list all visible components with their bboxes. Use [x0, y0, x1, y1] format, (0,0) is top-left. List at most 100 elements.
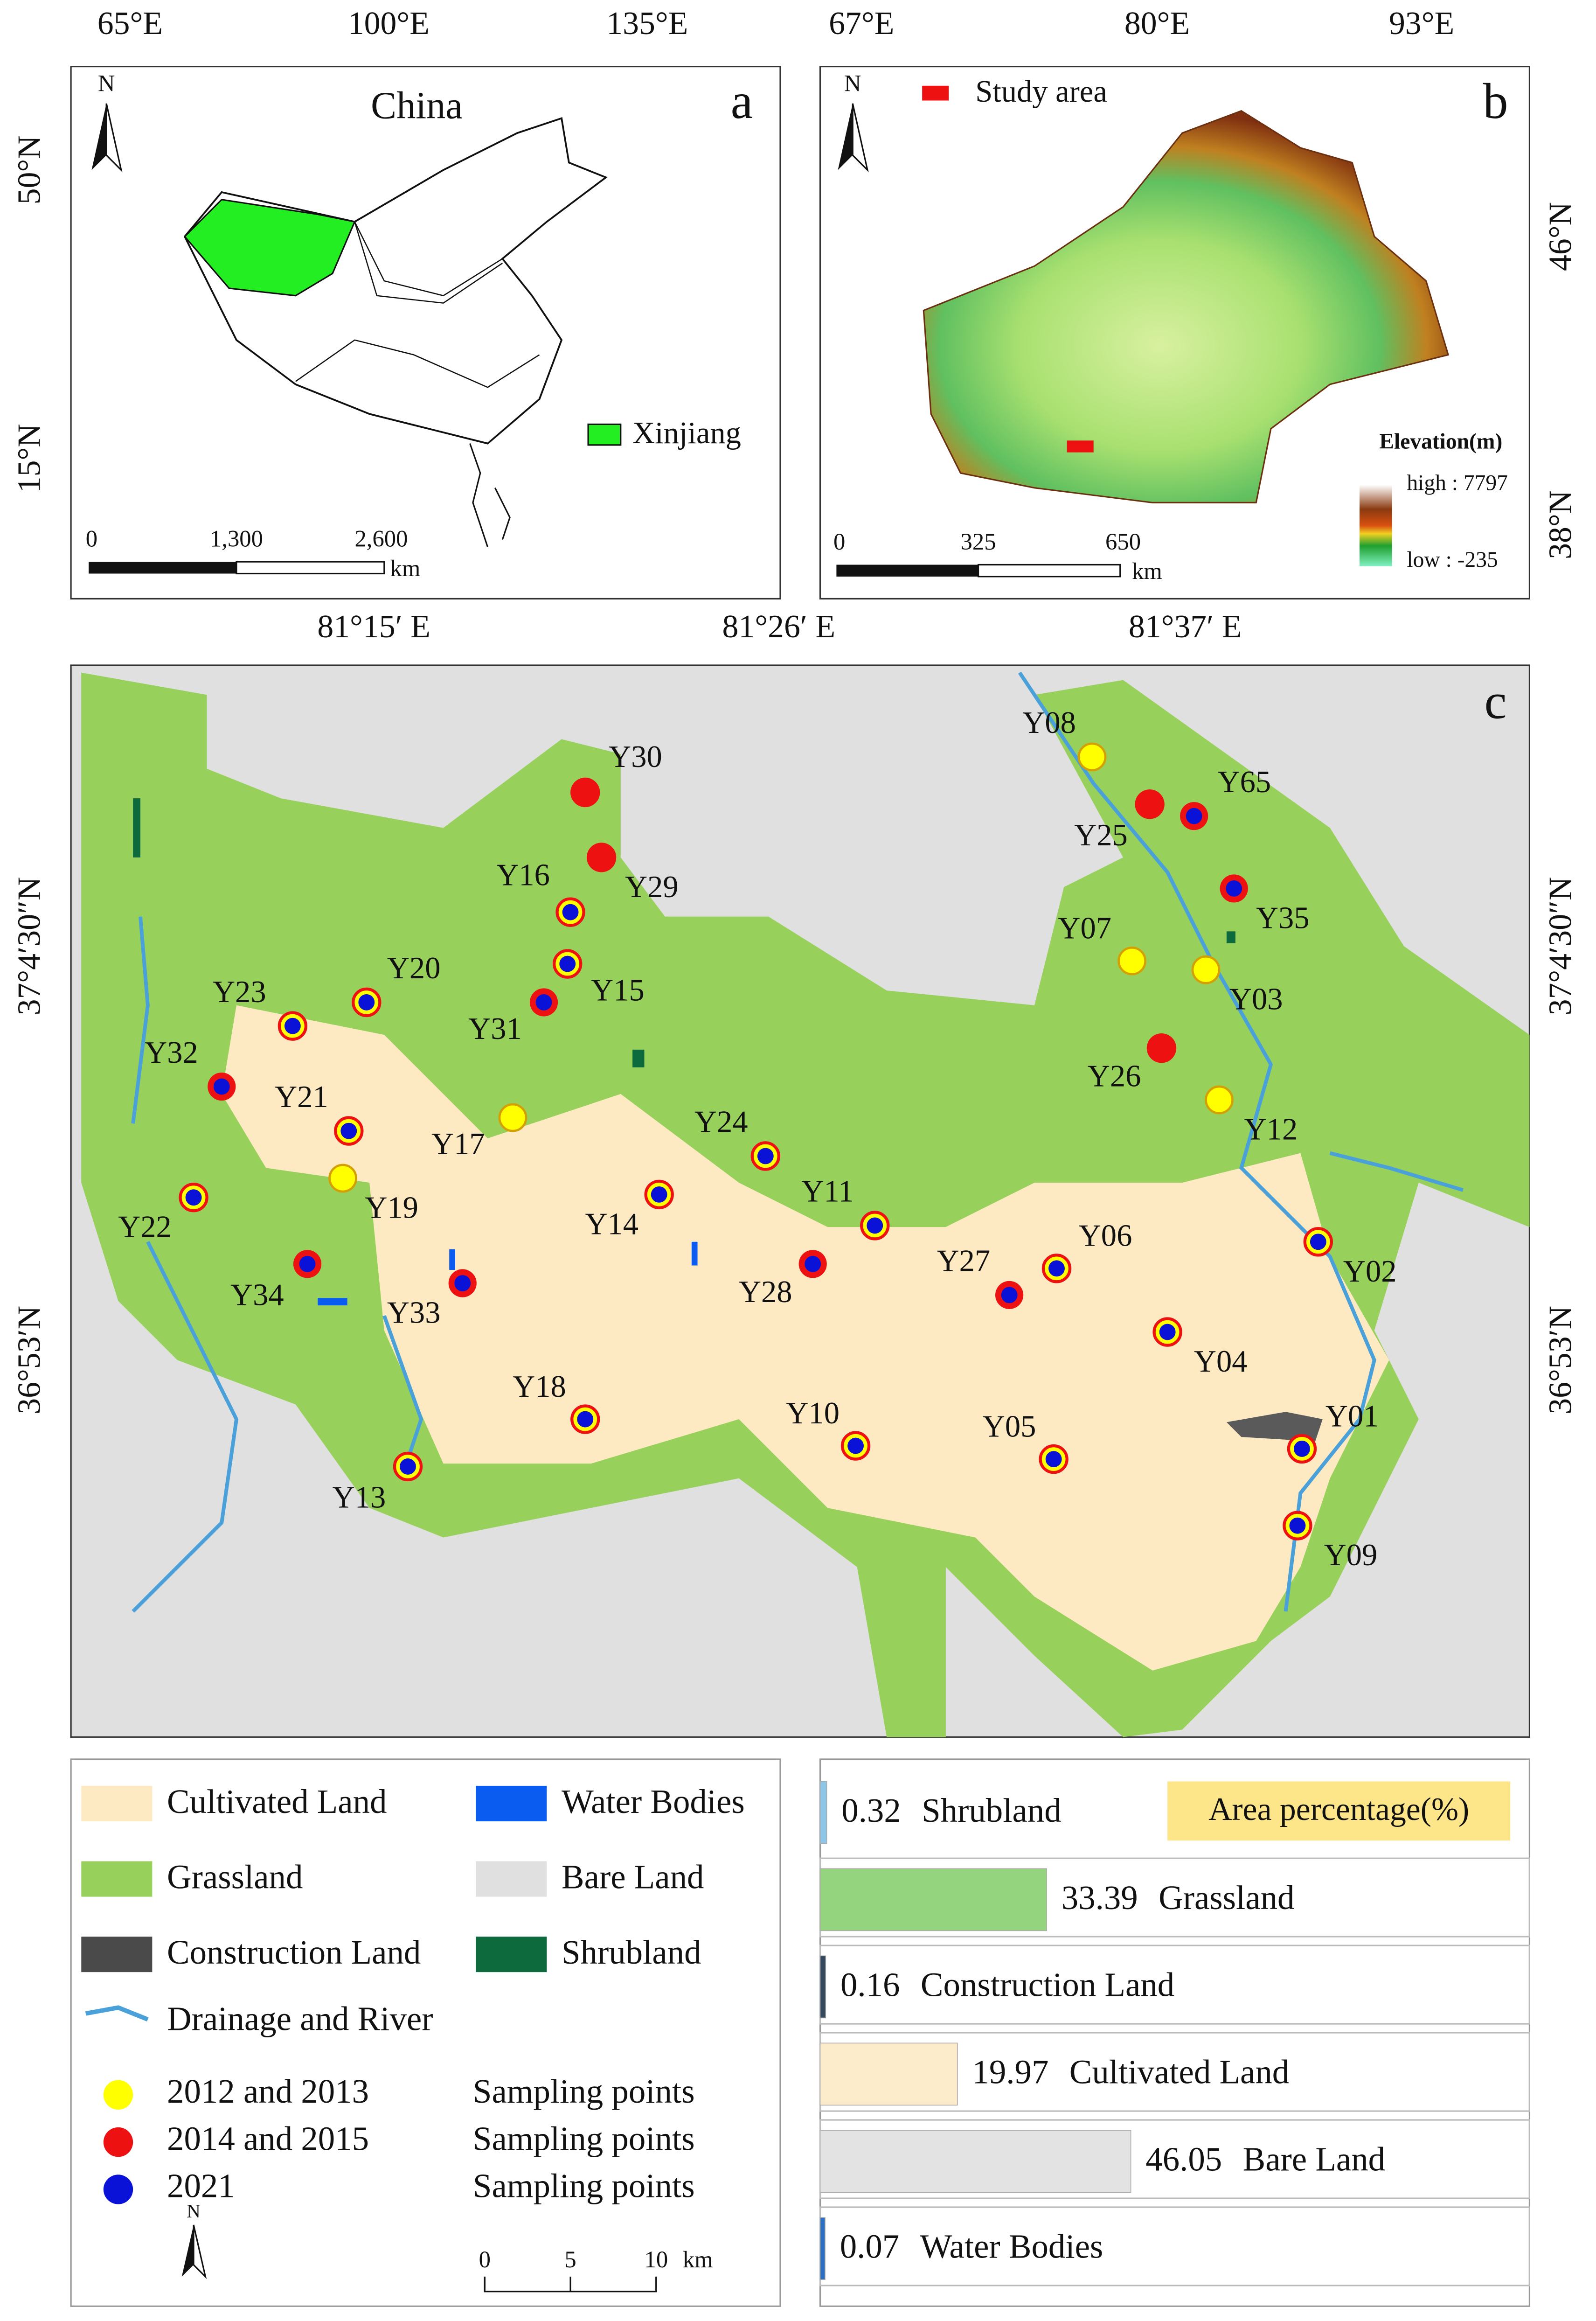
- scale-label: 650: [1105, 529, 1141, 555]
- bar-value: 0.16: [840, 1966, 900, 2004]
- point-label: Y33: [387, 1296, 441, 1330]
- point-label: Y13: [333, 1481, 386, 1515]
- province-borders: [354, 221, 503, 297]
- scale-label: 325: [961, 529, 996, 555]
- elevation-high: high : 7797: [1407, 471, 1507, 495]
- point-label: Y25: [1074, 818, 1128, 852]
- north-label: N: [844, 70, 861, 96]
- point-label: Y09: [1324, 1538, 1378, 1572]
- lon-tick: 93°E: [1389, 6, 1454, 42]
- scale-bar: [836, 564, 1121, 578]
- legend-swatch: [81, 1937, 153, 1973]
- point-label: Y34: [230, 1278, 284, 1312]
- panel-label: b: [1483, 74, 1508, 129]
- bar: [819, 2042, 958, 2106]
- water-patches: [318, 1241, 698, 1306]
- shrubland-patches: [133, 798, 1235, 1067]
- sampling-point-core: [805, 1255, 821, 1272]
- point-label: Y04: [1194, 1345, 1248, 1379]
- lon-tick: 81°37′ E: [1129, 609, 1242, 645]
- sampling-point-core: [213, 1078, 230, 1095]
- legend-label: Construction Land: [167, 1933, 421, 1971]
- sampling-point-core: [651, 1186, 667, 1203]
- province-border: [295, 339, 540, 388]
- map-title: China: [371, 84, 463, 126]
- sampling-point: [328, 1164, 357, 1193]
- sampling-point: [1146, 1033, 1177, 1063]
- sampling-point-core: [1045, 1451, 1062, 1468]
- north-arrow: [181, 2224, 207, 2279]
- bar-category: Grassland: [1159, 1879, 1294, 1917]
- legend-swatch: [476, 1861, 547, 1897]
- legend-swatch: [81, 1861, 153, 1897]
- legend-label: Sampling points: [473, 2119, 695, 2157]
- point-label: Y31: [468, 1012, 522, 1046]
- legend-swatch: [81, 1785, 153, 1821]
- bar: [819, 1781, 827, 1844]
- construction-area: [1226, 1412, 1323, 1442]
- lat-tick: 38°N: [1542, 490, 1578, 559]
- point-label: Y14: [585, 1207, 638, 1241]
- china-outline: [183, 117, 608, 445]
- point-label: Y06: [1079, 1219, 1132, 1253]
- islands: [469, 443, 511, 547]
- point-label: Y32: [145, 1036, 198, 1070]
- sampling-point-core: [577, 1411, 594, 1428]
- lat-tick: 46°N: [1542, 202, 1578, 271]
- sampling-point-core: [340, 1122, 357, 1139]
- elevation-ramp: [1360, 485, 1392, 566]
- lon-tick: 81°26′ E: [722, 609, 836, 645]
- legend-swatch: [587, 423, 622, 446]
- xinjiang-elevation: [923, 110, 1450, 503]
- sampling-point: [1205, 1085, 1234, 1115]
- bar-category: Shrubland: [922, 1791, 1062, 1829]
- point-label: Y28: [739, 1275, 792, 1309]
- sampling-point-core: [562, 904, 579, 920]
- lat-tick: 36°53′N: [1542, 1306, 1578, 1415]
- sampling-point-core: [1001, 1287, 1018, 1303]
- sampling-point-core: [400, 1458, 416, 1475]
- scale-label: 10: [644, 2246, 668, 2272]
- sampling-point: [498, 1103, 527, 1132]
- sampling-point-core: [1294, 1440, 1310, 1457]
- legend-swatch: [103, 2080, 133, 2110]
- legend-swatch: [476, 1785, 547, 1821]
- lat-tick: 37°4′30″N: [12, 877, 48, 1016]
- elevation-title: Elevation(m): [1379, 430, 1502, 454]
- bar: [819, 1955, 826, 2019]
- scale-label: 0: [833, 529, 845, 555]
- legend-swatch: [103, 2127, 133, 2157]
- sampling-point: [570, 777, 600, 808]
- sampling-point: [586, 843, 617, 872]
- lon-tick: 80°E: [1124, 6, 1190, 42]
- point-label: Y08: [1022, 706, 1076, 740]
- point-label: Y12: [1244, 1113, 1298, 1147]
- scale-unit: km: [1132, 558, 1162, 584]
- chart-title-box: [1167, 1781, 1511, 1841]
- point-label: Y27: [937, 1244, 991, 1278]
- legend-label: Shrubland: [562, 1933, 701, 1971]
- legend-swatch: [103, 2175, 133, 2204]
- legend-label: 2014 and 2015: [167, 2119, 369, 2157]
- legend-label: 2012 and 2013: [167, 2072, 369, 2110]
- scale-label: 0: [479, 2246, 491, 2272]
- scale-label: 2,600: [354, 525, 408, 551]
- sampling-point: [1191, 955, 1221, 984]
- lat-tick: 37°4′30″N: [1542, 877, 1578, 1016]
- bar-category: Construction Land: [921, 1966, 1174, 2004]
- point-label: Y29: [625, 870, 679, 904]
- sampling-point-core: [535, 994, 552, 1011]
- sampling-point: [1135, 789, 1165, 819]
- sampling-point-core: [358, 994, 375, 1011]
- sampling-point-core: [1289, 1517, 1306, 1534]
- point-label: Y11: [801, 1175, 854, 1209]
- point-label: Y19: [365, 1191, 418, 1225]
- panel-label: c: [1485, 674, 1507, 729]
- north-label: N: [187, 2200, 201, 2222]
- bar-value: 19.97: [972, 2053, 1048, 2091]
- point-label: Y03: [1229, 983, 1283, 1017]
- scale-label: 5: [564, 2246, 576, 2272]
- scale-unit: km: [390, 555, 420, 581]
- bar: [819, 2130, 1131, 2193]
- xinjiang: [183, 199, 356, 297]
